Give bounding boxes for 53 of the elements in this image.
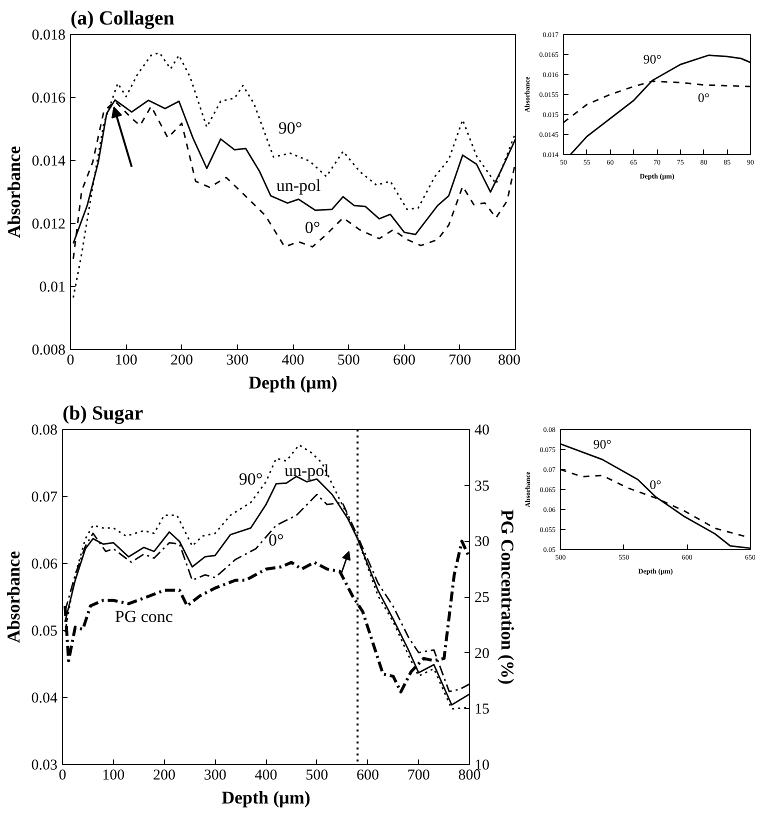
chart-title: (a) Collagen [70,8,174,30]
y2-tick-label: 15 [474,702,490,718]
y-tick-label: 0.008 [32,342,66,358]
x-tick-label: 0 [58,768,66,784]
y-tick-label: 0.016 [32,90,66,106]
x-tick-label: 300 [204,768,226,784]
series-label: un-pol [284,460,330,480]
x-tick-label: 700 [448,352,472,368]
series-label: un-pol [276,176,322,196]
y-axis-title: Absorbance [4,146,24,238]
series-label: 0° [304,218,320,237]
y-tick-label: 0.07 [31,490,58,506]
x-tick-label: 300 [226,352,249,368]
y2-tick-label: 20 [474,646,490,662]
x-axis-title: Depth (µm) [222,788,310,808]
x-tick-label: 100 [102,768,125,784]
series-label: 0° [268,530,284,550]
y-tick-label: 0.03 [31,758,58,774]
series-label: 90° [278,118,302,138]
series-label: 90° [643,52,662,66]
x-tick-label: 700 [407,768,430,784]
y-tick-label: 0.01 [39,280,66,296]
x-tick-label: 400 [254,768,278,784]
series-label: 0° [698,90,710,105]
x-tick-label: 200 [153,768,176,784]
x-tick-label: 500 [306,768,328,784]
legend-label: 90° [593,436,612,452]
x-axis-title: Depth (µm) [248,372,338,392]
x-tick-label: 800 [498,352,520,368]
x-tick-label: 500 [337,352,360,368]
y2-axis-title: PG Concentration (%) [498,510,518,684]
x-tick-label: 0 [66,352,74,368]
x-tick-label: 600 [393,352,416,368]
y-axis-title: Absorbance [3,550,24,643]
y-tick-label: 0.05 [31,624,58,640]
y-tick-label: 0.012 [32,216,66,232]
x-tick-label: 600 [356,768,379,784]
series-label: PG conc [114,607,174,626]
series-label: 90° [238,470,263,489]
x-tick-label: 200 [170,352,193,368]
y-tick-label: 0.014 [32,154,66,170]
x-tick-label: 100 [114,352,138,368]
y2-tick-label: 30 [474,534,490,550]
y2-tick-label: 35 [474,478,490,494]
y-tick-label: 0.018 [32,28,66,44]
y-tick-label: 0.06 [31,556,58,572]
x-tick-label: 400 [282,352,304,368]
y-tick-label: 0.04 [31,690,58,706]
y2-tick-label: 40 [474,422,490,438]
chart-title: (b) Sugar [62,402,144,424]
y-tick-label: 0.08 [31,422,58,438]
y2-tick-label: 25 [474,590,490,606]
series-label: 0° [650,476,662,492]
